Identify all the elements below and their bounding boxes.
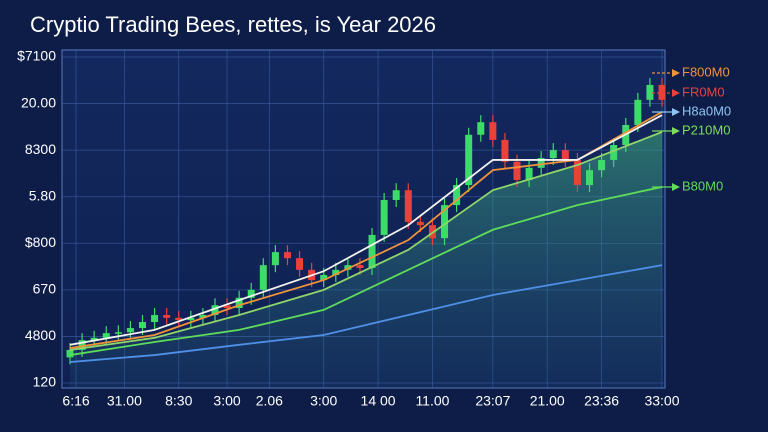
y-tick-label: 4800	[25, 327, 56, 343]
candle-body	[489, 122, 497, 140]
x-tick-label: 33:00	[644, 393, 679, 409]
annotation: B80M0	[682, 178, 723, 193]
line	[69, 264, 663, 363]
candle-body	[416, 221, 424, 226]
annotation-arrowhead	[672, 127, 680, 135]
x-tick-label: 3:00	[310, 393, 337, 409]
y-tick-label: $800	[25, 234, 56, 250]
line	[69, 111, 663, 349]
candle-body	[634, 99, 642, 125]
annotation-arrowhead	[672, 108, 680, 116]
candle-body	[537, 158, 545, 168]
candle-body	[114, 332, 122, 334]
candle-body	[513, 161, 521, 180]
candle-body	[247, 289, 255, 298]
candle-body	[175, 317, 183, 321]
x-tick-label: 11.00	[415, 393, 449, 409]
candle-body	[441, 205, 449, 239]
y-tick-label: 20.00	[21, 94, 56, 110]
candle-body	[392, 190, 400, 200]
annotation: FR0M0	[682, 84, 725, 99]
candle-body	[477, 122, 485, 135]
line	[69, 131, 663, 351]
candle-body	[151, 315, 159, 322]
x-tick-label: 23:07	[475, 393, 510, 409]
area	[70, 131, 662, 389]
candle-body	[501, 139, 509, 162]
candle-body	[646, 84, 654, 100]
x-tick-label: 23:36	[584, 393, 619, 409]
candle-body	[598, 159, 606, 171]
annotation: P210M0	[682, 122, 730, 137]
annotation: F800M0	[682, 64, 730, 79]
line	[69, 114, 663, 346]
candle-body	[296, 258, 304, 270]
candle-body	[465, 134, 473, 186]
x-tick-label: 31.00	[107, 393, 142, 409]
y-tick-label: 670	[33, 281, 57, 297]
candle-body	[163, 315, 171, 318]
line	[69, 186, 663, 356]
annotation-arrowhead	[672, 69, 680, 77]
y-tick-label: $7100	[17, 48, 56, 64]
candle-body	[138, 321, 146, 329]
candle-body	[586, 170, 594, 186]
candle-body	[368, 234, 376, 268]
candle-body	[90, 337, 98, 341]
candle-body	[561, 150, 569, 160]
candle-body	[66, 349, 74, 358]
candle-body	[126, 328, 134, 333]
candle-body	[658, 84, 666, 100]
annotation: H8a0M0	[682, 103, 731, 118]
annotation-arrowhead	[672, 89, 680, 97]
x-tick-label: 3:00	[213, 393, 240, 409]
x-tick-label: 21.00	[530, 393, 565, 409]
candle-body	[332, 269, 340, 275]
candle-body	[320, 274, 328, 281]
candle-body	[610, 145, 618, 160]
candle-body	[573, 159, 581, 186]
candle-body	[428, 225, 436, 239]
candle-body	[525, 167, 533, 180]
candle-body	[211, 305, 219, 316]
candle-body	[199, 315, 207, 318]
candle-body	[78, 340, 86, 350]
candle-body	[453, 185, 461, 206]
y-tick-label: 120	[33, 374, 57, 390]
candle-body	[344, 265, 352, 270]
y-tick-label: 5.80	[29, 187, 56, 203]
annotation-arrowhead	[672, 183, 680, 191]
candle-body	[283, 252, 291, 259]
candle-body	[235, 297, 243, 309]
candle-body	[380, 199, 388, 235]
candle-body	[259, 265, 267, 290]
candle-body	[404, 190, 412, 222]
candle-body	[271, 252, 279, 266]
candle-body	[102, 333, 110, 338]
candle-body	[356, 265, 364, 268]
x-tick-label: 6:16	[62, 393, 89, 409]
y-tick-label: 8300	[25, 141, 56, 157]
x-tick-label: 8:30	[165, 393, 192, 409]
chart-title: Cryptio Trading Bees, rettes, is Year 20…	[30, 12, 436, 37]
x-tick-label: 2.06	[256, 393, 283, 409]
candle-body	[223, 305, 231, 309]
candle-body	[549, 150, 557, 159]
x-tick-label: 14 00	[361, 393, 396, 409]
candle-body	[187, 317, 195, 321]
